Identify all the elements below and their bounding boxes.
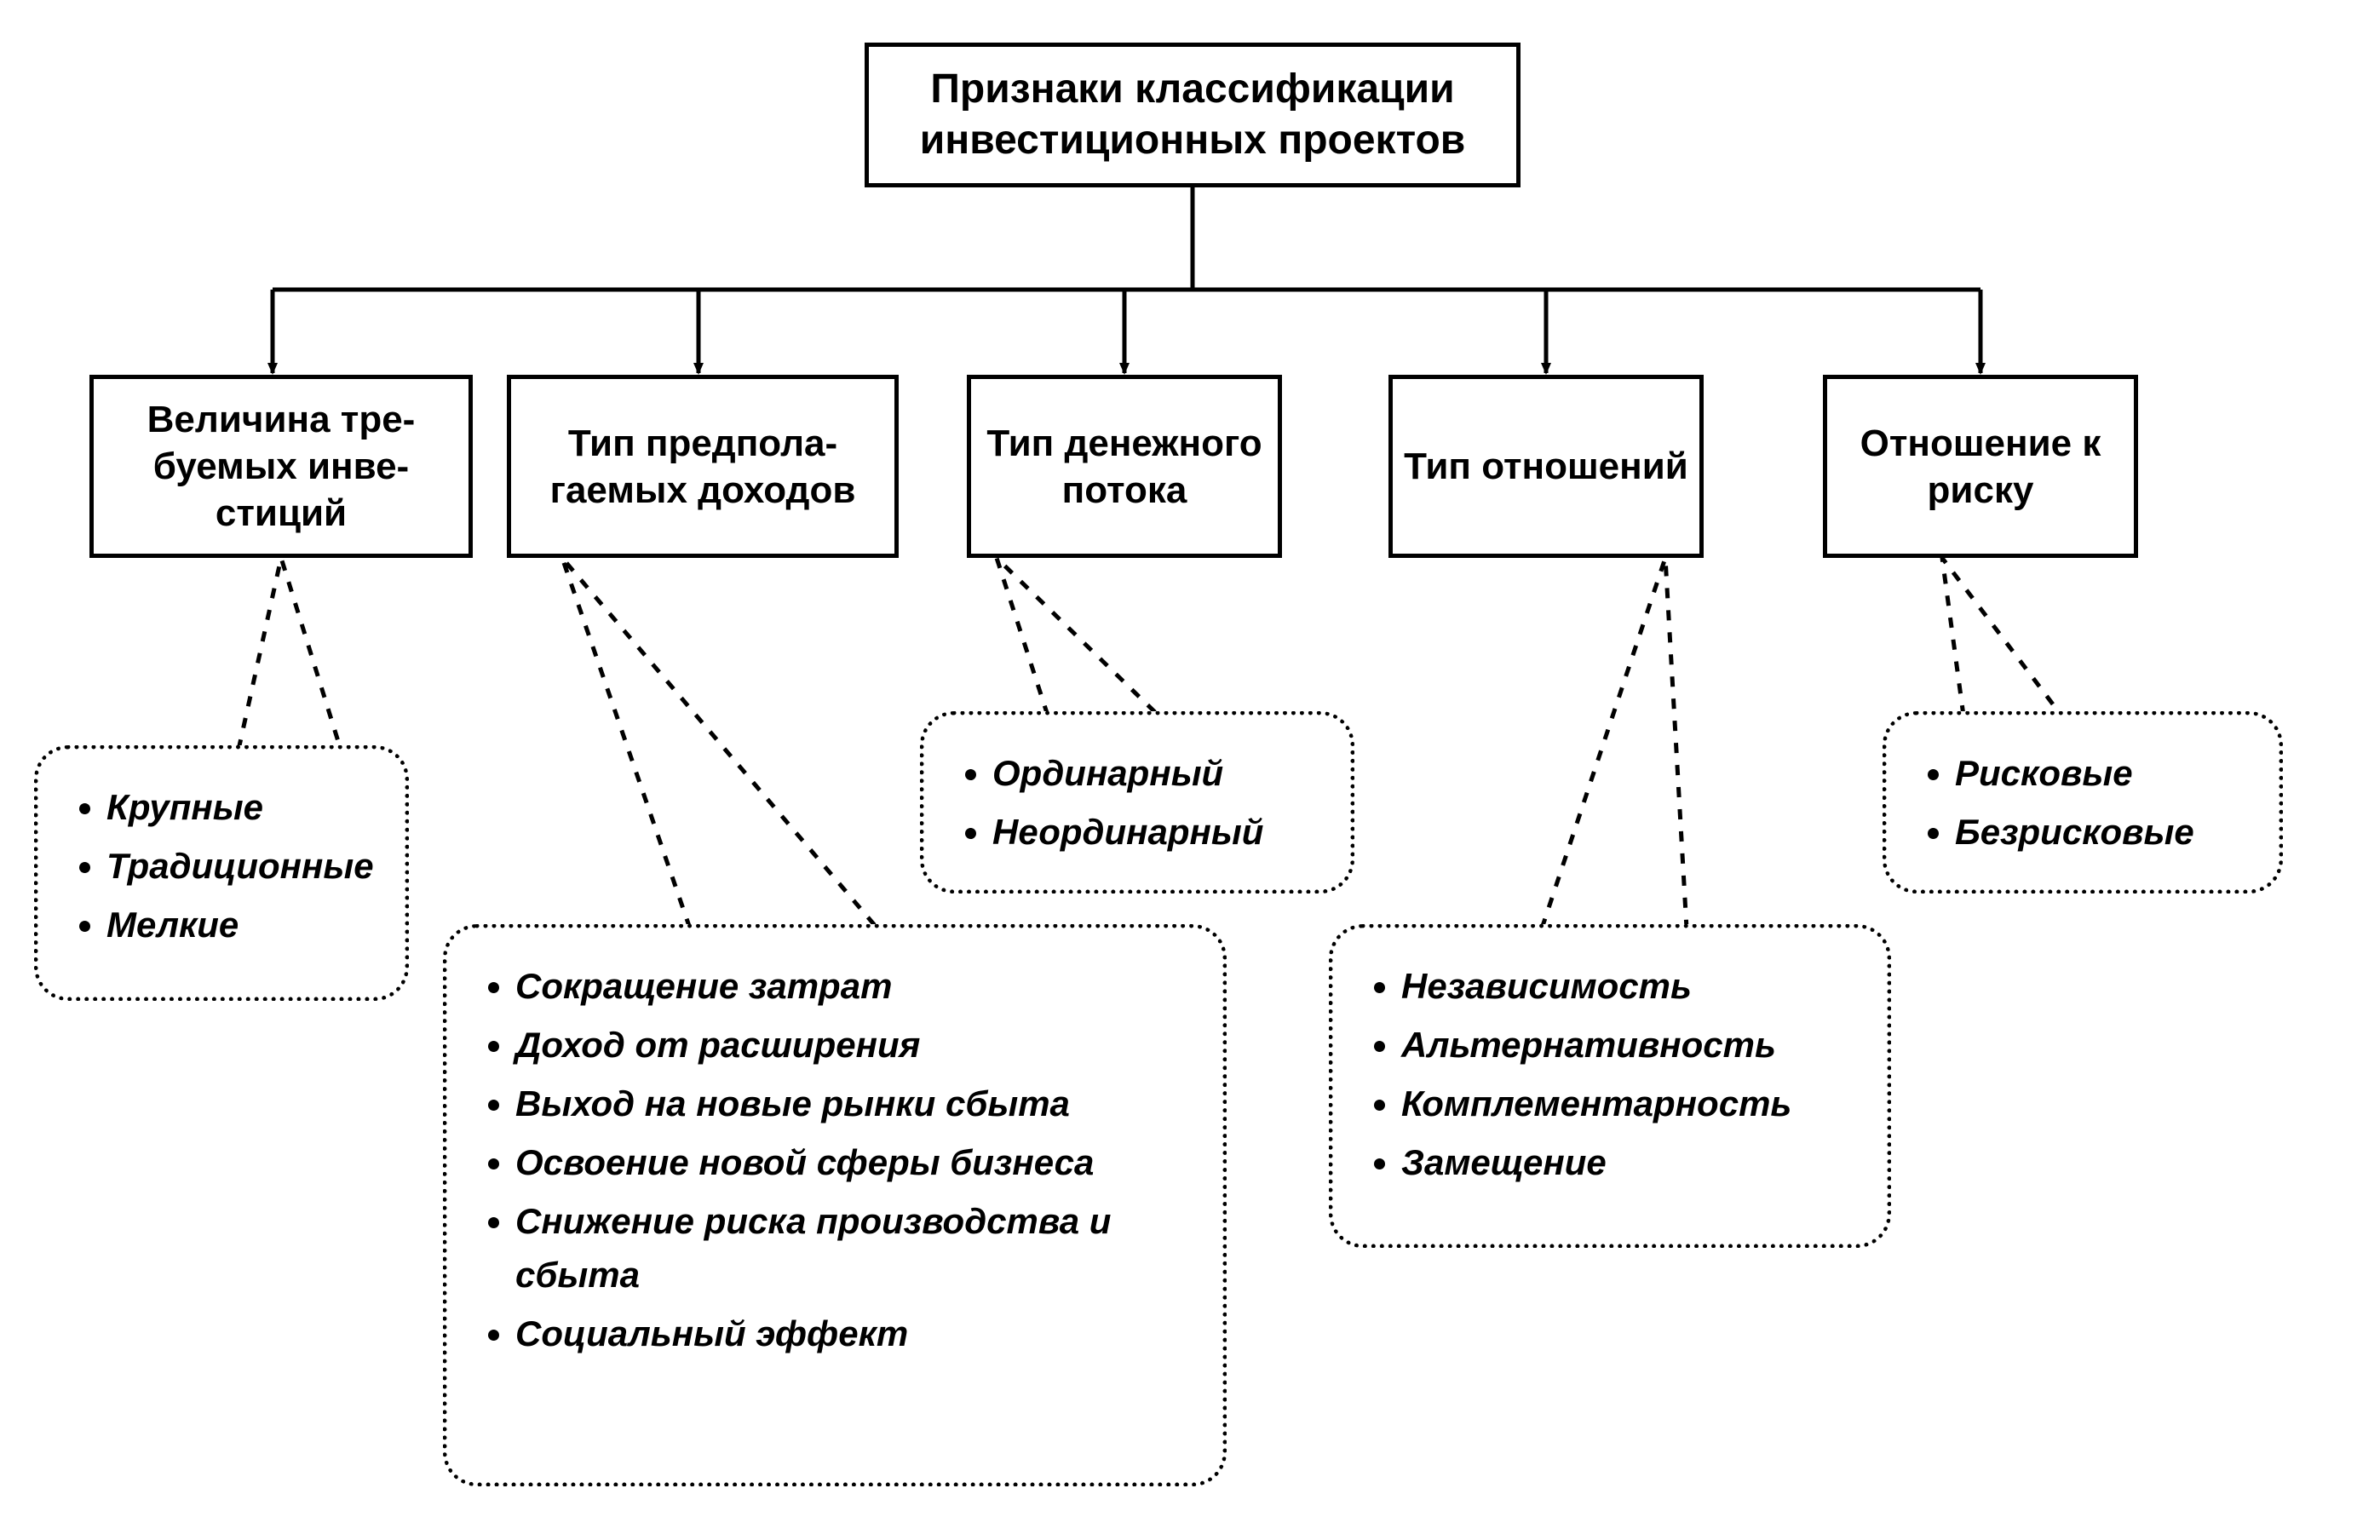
root-box: Признаки классификации инвестиционных пр…: [865, 43, 1521, 187]
category-box-cat2: Тип предпола-гаемых доходов: [507, 375, 899, 558]
callout-item: Социальный эффект: [515, 1307, 1188, 1360]
callout-list: РисковыеБезрисковые: [1921, 746, 2245, 859]
callout-item: Замещение: [1401, 1135, 1853, 1189]
diagram-canvas: Признаки классификации инвестиционных пр…: [0, 0, 2380, 1540]
callout-cat5: РисковыеБезрисковые: [1883, 711, 2283, 894]
callout-item: Сокращение затрат: [515, 959, 1188, 1013]
callout-item: Независимость: [1401, 959, 1853, 1013]
callout-cat3: ОрдинарныйНеординарный: [920, 711, 1354, 894]
category-box-cat4: Тип отношений: [1388, 375, 1704, 558]
category-box-cat5: Отношение к риску: [1823, 375, 2138, 558]
callout-item: Традиционные: [106, 839, 371, 893]
callout-item: Освоение новой сферы бизнеса: [515, 1135, 1188, 1189]
callout-list: ОрдинарныйНеординарный: [958, 746, 1316, 859]
category-box-cat1: Величина тре-буемых инве-стиций: [89, 375, 473, 558]
callout-item: Безрисковые: [1955, 805, 2245, 859]
callout-item: Мелкие: [106, 898, 371, 951]
callout-item: Неординарный: [992, 805, 1316, 859]
root-label: Признаки классификации инвестиционных пр…: [869, 64, 1516, 166]
callout-item: Ординарный: [992, 746, 1316, 800]
callout-item: Снижение риска производства и сбыта: [515, 1194, 1188, 1302]
category-label: Тип предпола-гаемых доходов: [550, 420, 856, 514]
callout-item: Рисковые: [1955, 746, 2245, 800]
callout-list: КрупныеТрадиционныеМелкие: [72, 780, 371, 951]
callout-list: НезависимостьАльтернативностьКомплемента…: [1367, 959, 1853, 1189]
callout-item: Доход от расширения: [515, 1018, 1188, 1072]
category-label: Величина тре-буемых инве-стиций: [147, 396, 416, 537]
callout-list: Сокращение затратДоход от расширенияВыхо…: [481, 959, 1188, 1360]
callout-item: Альтернативность: [1401, 1018, 1853, 1072]
callout-cat4: НезависимостьАльтернативностьКомплемента…: [1329, 924, 1891, 1248]
category-label: Отношение к риску: [1827, 420, 2134, 514]
callout-cat2: Сокращение затратДоход от расширенияВыхо…: [443, 924, 1227, 1486]
category-label: Тип денежного потока: [971, 420, 1278, 514]
category-box-cat3: Тип денежного потока: [967, 375, 1282, 558]
callout-item: Крупные: [106, 780, 371, 834]
category-label: Тип отношений: [1404, 443, 1688, 490]
callout-item: Комплементарность: [1401, 1077, 1853, 1130]
callout-cat1: КрупныеТрадиционныеМелкие: [34, 745, 409, 1001]
callout-item: Выход на новые рынки сбыта: [515, 1077, 1188, 1130]
